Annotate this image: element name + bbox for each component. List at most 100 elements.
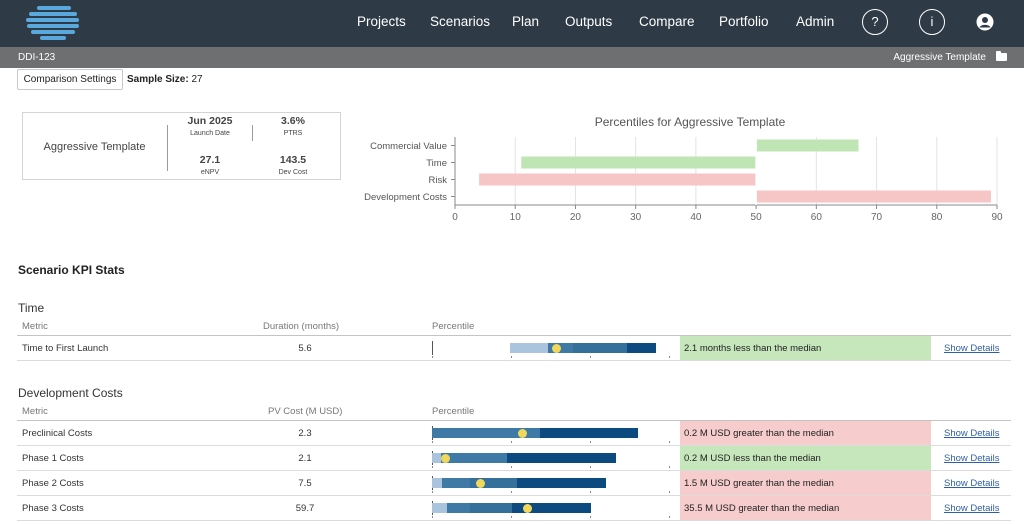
y-category-label: Time	[426, 158, 447, 169]
info-icon[interactable]: i	[919, 9, 945, 35]
percentile-tick	[590, 466, 591, 468]
launch-date-value: Jun 2025	[187, 115, 233, 127]
percentile-tick	[669, 356, 670, 358]
user-icon[interactable]	[976, 13, 994, 31]
time-group-title: Time	[18, 301, 45, 315]
row-divider	[17, 495, 1011, 496]
dev-comparison-message: 35.5 M USD greater than the median	[680, 496, 931, 520]
percentile-tick	[432, 491, 433, 493]
percentile-bar-segment	[470, 503, 512, 513]
dev-comparison-message: 0.2 M USD less than the median	[680, 446, 931, 470]
dev-cost-label: Dev Cost	[278, 169, 308, 176]
x-tick-label: 90	[991, 212, 1003, 223]
show-details-link[interactable]: Show Details	[944, 453, 1000, 464]
percentile-bar-segment	[573, 343, 627, 353]
dev-metric-name: Phase 1 Costs	[22, 453, 84, 464]
percentile-tick	[511, 491, 512, 493]
row-divider	[17, 520, 1011, 521]
nav-scenarios[interactable]: Scenarios	[430, 14, 491, 29]
x-tick-label: 80	[931, 212, 943, 223]
percentile-tick	[511, 356, 512, 358]
dev-value: 2.1	[298, 453, 312, 464]
chart-title: Percentiles for Aggressive Template	[594, 115, 786, 129]
summary-launch-date: Jun 2025 Launch Date	[170, 115, 250, 137]
dev-group-title: Development Costs	[18, 386, 123, 400]
time-comparison-message: 2.1 months less than the median	[680, 336, 931, 360]
show-details-link[interactable]: Show Details	[944, 343, 1000, 354]
percentile-tick	[432, 441, 433, 443]
percentile-bar-segment	[512, 503, 591, 513]
time-metric-header: Metric	[22, 321, 48, 332]
nav-projects[interactable]: Projects	[357, 14, 406, 29]
percentile-bar-segment	[432, 453, 441, 463]
summary-divider	[167, 125, 168, 171]
dev-value: 7.5	[298, 478, 312, 489]
percentile-tick	[590, 441, 591, 443]
time-metric-name: Time to First Launch	[22, 343, 109, 354]
sample-size-label: Sample Size:	[127, 74, 189, 85]
percentile-marker	[552, 344, 561, 353]
show-details-link[interactable]: Show Details	[944, 478, 1000, 489]
x-tick-label: 50	[751, 212, 763, 223]
x-tick-label: 0	[452, 212, 458, 223]
show-details-link[interactable]: Show Details	[944, 428, 1000, 439]
percentile-tick	[432, 466, 433, 468]
dev-header-divider	[17, 420, 1011, 421]
dev-value: 2.3	[298, 428, 312, 439]
percentile-tick	[669, 441, 670, 443]
kpi-stats-title: Scenario KPI Stats	[18, 263, 125, 277]
percentile-tick	[511, 516, 512, 518]
chart-bar	[521, 156, 757, 169]
dev-value: 59.7	[295, 503, 315, 514]
percentile-chart: 0 10 20 30 40 50 60 70 80 90 Commercial Value Time R…	[364, 137, 1003, 223]
app-logo[interactable]	[26, 5, 82, 40]
x-tick-label: 40	[690, 212, 702, 223]
percentile-bar-segment	[432, 428, 510, 438]
percentile-tick	[511, 441, 512, 443]
x-tick-label: 10	[510, 212, 522, 223]
dev-comparison-message: 1.5 M USD greater than the median	[680, 471, 931, 495]
nav-outputs[interactable]: Outputs	[565, 14, 613, 29]
dev-metric-name: Phase 2 Costs	[22, 478, 84, 489]
show-details-link[interactable]: Show Details	[944, 503, 1000, 514]
folder-icon[interactable]	[996, 51, 1007, 61]
dev-metric-name: Preclinical Costs	[22, 428, 93, 439]
template-name: Aggressive Template	[893, 52, 986, 63]
summary-dev-cost: 143.5 Dev Cost	[253, 154, 333, 176]
chart-bar	[756, 190, 991, 203]
x-tick-label: 70	[871, 212, 883, 223]
summary-ptrs: 3.6% PTRS	[253, 115, 333, 137]
launch-date-label: Launch Date	[190, 130, 230, 137]
percentile-marker	[441, 454, 450, 463]
project-id: DDI-123	[18, 52, 56, 63]
enpv-value: 27.1	[199, 154, 221, 166]
percentile-tick	[669, 466, 670, 468]
percentile-marker	[476, 479, 485, 488]
dev-cost-value: 143.5	[279, 154, 307, 166]
dev-metric-name: Phase 3 Costs	[22, 503, 84, 514]
percentile-marker	[518, 429, 527, 438]
percentile-tick	[511, 466, 512, 468]
y-category-label: Development Costs	[364, 192, 447, 203]
time-percentile-header: Percentile	[432, 321, 475, 332]
percentile-bar-segment	[627, 343, 656, 353]
nav-admin[interactable]: Admin	[796, 14, 835, 29]
sample-size-value: 27	[188, 74, 203, 85]
summary-enpv: 27.1 eNPV	[170, 154, 250, 176]
nav-compare[interactable]: Compare	[639, 14, 695, 29]
dev-value-header: PV Cost (M USD)	[268, 406, 343, 417]
x-tick-label: 30	[630, 212, 642, 223]
summary-scenario-name: Aggressive Template	[43, 141, 146, 153]
percentile-bar-segment	[517, 478, 606, 488]
nav-plan[interactable]: Plan	[512, 14, 540, 29]
dev-metric-header: Metric	[22, 406, 48, 417]
time-value-header: Duration (months)	[263, 321, 340, 332]
comparison-settings-button[interactable]: Comparison Settings	[17, 69, 123, 90]
dev-comparison-message: 0.2 M USD greater than the median	[680, 421, 931, 445]
percentile-marker	[523, 504, 532, 513]
sample-size: Sample Size: 27	[127, 74, 203, 85]
help-icon[interactable]: ?	[862, 9, 888, 35]
nav-portfolio[interactable]: Portfolio	[719, 14, 769, 29]
time-header-divider	[17, 335, 1011, 336]
chart-bar	[756, 139, 859, 152]
